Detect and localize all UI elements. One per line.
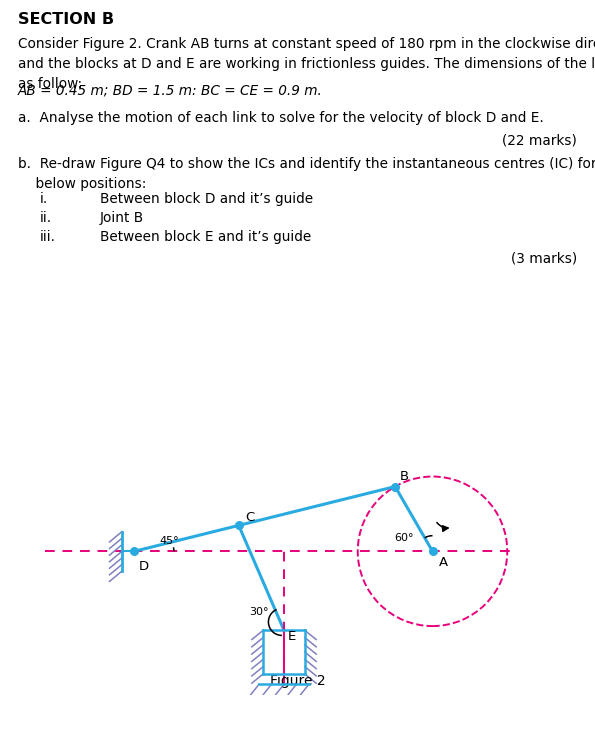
- Text: SECTION B: SECTION B: [18, 12, 114, 27]
- Text: Joint B: Joint B: [100, 211, 144, 225]
- Text: 30°: 30°: [249, 607, 268, 617]
- Text: C: C: [245, 511, 254, 524]
- Text: a.  Analyse the motion of each link to solve for the velocity of block D and E.: a. Analyse the motion of each link to so…: [18, 111, 544, 125]
- Text: Between block D and it’s guide: Between block D and it’s guide: [100, 192, 313, 206]
- Text: ii.: ii.: [40, 211, 52, 225]
- Text: Between block E and it’s guide: Between block E and it’s guide: [100, 230, 311, 244]
- Text: 60°: 60°: [394, 533, 414, 543]
- Text: Consider Figure 2. Crank AB turns at constant speed of 180 rpm in the clockwise : Consider Figure 2. Crank AB turns at con…: [18, 37, 595, 91]
- Text: E: E: [288, 630, 296, 642]
- Text: A: A: [439, 556, 448, 569]
- Text: i.: i.: [40, 192, 48, 206]
- Text: 45°: 45°: [159, 536, 179, 546]
- Text: (3 marks): (3 marks): [511, 251, 577, 265]
- Text: B: B: [399, 471, 408, 483]
- Text: AB = 0.45 m; BD = 1.5 m: BC = CE = 0.9 m.: AB = 0.45 m; BD = 1.5 m: BC = CE = 0.9 m…: [18, 83, 323, 97]
- Text: D: D: [139, 560, 149, 573]
- Text: (22 marks): (22 marks): [502, 133, 577, 147]
- Text: iii.: iii.: [40, 230, 56, 244]
- Text: b.  Re-draw Figure Q4 to show the ICs and identify the instantaneous centres (IC: b. Re-draw Figure Q4 to show the ICs and…: [18, 157, 595, 191]
- Text: Figure 2: Figure 2: [270, 675, 325, 689]
